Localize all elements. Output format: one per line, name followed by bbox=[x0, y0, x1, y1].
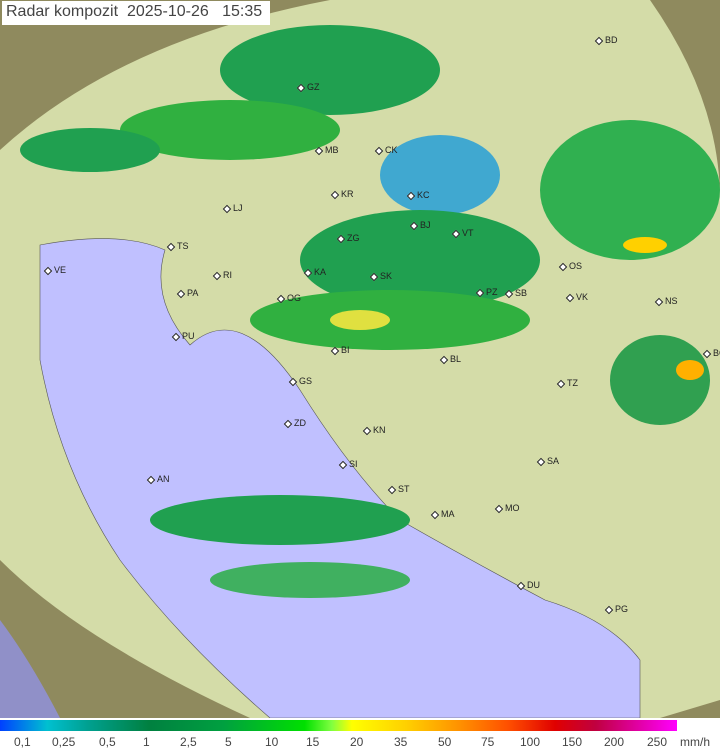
legend-tick: 150 bbox=[562, 735, 583, 749]
legend-tick: 10 bbox=[265, 735, 279, 749]
city-label-mo: MO bbox=[496, 503, 520, 513]
city-label-an: AN bbox=[148, 474, 170, 484]
city-label-bj: BJ bbox=[411, 220, 431, 230]
city-label-gz: GZ bbox=[298, 82, 320, 92]
legend-tick: 35 bbox=[394, 735, 408, 749]
city-label-lj: LJ bbox=[224, 203, 243, 213]
city-label-mb: MB bbox=[316, 145, 339, 155]
city-label-bd: BD bbox=[596, 35, 618, 45]
city-label-tz: TZ bbox=[558, 378, 578, 388]
city-label-kc: KC bbox=[408, 190, 430, 200]
city-label-bg: BG bbox=[704, 348, 720, 358]
adriatic-sea bbox=[39, 238, 641, 718]
city-label-ri: RI bbox=[214, 270, 232, 280]
city-label-st: ST bbox=[389, 484, 410, 494]
city-label-sa: SA bbox=[538, 456, 559, 466]
city-label-pu: PU bbox=[173, 331, 195, 341]
city-label-ka: KA bbox=[305, 267, 326, 277]
radar-map[interactable]: Radar kompozit 2025-10-26 15:35 BD GZ MB CK… bbox=[0, 0, 720, 718]
legend-tick: 50 bbox=[438, 735, 452, 749]
city-label-pg: PG bbox=[606, 604, 628, 614]
city-label-os: OS bbox=[560, 261, 582, 271]
city-label-bl: BL bbox=[441, 354, 461, 364]
legend-tick: 1 bbox=[143, 735, 150, 749]
legend-tick: 2,5 bbox=[180, 735, 197, 749]
legend-tick: 75 bbox=[481, 735, 495, 749]
legend-tick: 0,25 bbox=[52, 735, 76, 749]
city-label-kn: KN bbox=[364, 425, 386, 435]
city-label-sk: SK bbox=[371, 271, 392, 281]
legend-tick: 5 bbox=[225, 735, 232, 749]
city-label-si: SI bbox=[340, 459, 358, 469]
city-label-ck: CK bbox=[376, 145, 398, 155]
legend-tick: 200 bbox=[604, 735, 625, 749]
city-label-pa: PA bbox=[178, 288, 198, 298]
sea-outside bbox=[0, 580, 60, 718]
city-label-bi: BI bbox=[332, 345, 350, 355]
legend-tick: 0,1 bbox=[14, 735, 31, 749]
legend-unit: mm/h bbox=[680, 735, 710, 749]
city-label-du: DU bbox=[518, 580, 540, 590]
legend-tick: 250 bbox=[647, 735, 668, 749]
city-label-og: OG bbox=[278, 293, 301, 303]
legend-ticks: 0,1 0,25 0,5 1 2,5 5 10 15 20 35 50 75 100 150 200 250 m… bbox=[0, 735, 720, 751]
city-label-vk: VK bbox=[567, 292, 588, 302]
city-label-ve: VE bbox=[45, 265, 66, 275]
legend-tick: 15 bbox=[306, 735, 320, 749]
legend-tick: 20 bbox=[350, 735, 364, 749]
city-label-kr: KR bbox=[332, 189, 354, 199]
city-label-ns: NS bbox=[656, 296, 678, 306]
legend-color-bar bbox=[0, 720, 677, 731]
city-label-zd: ZD bbox=[285, 418, 306, 428]
city-label-vt: VT bbox=[453, 228, 474, 238]
city-label-ts: TS bbox=[168, 241, 189, 251]
city-label-zg: ZG bbox=[338, 233, 360, 243]
legend-tick: 100 bbox=[520, 735, 541, 749]
legend-tick: 0,5 bbox=[99, 735, 116, 749]
city-label-sb: SB bbox=[506, 288, 527, 298]
map-canvas bbox=[0, 0, 720, 718]
map-title: Radar kompozit 2025-10-26 15:35 bbox=[2, 1, 271, 25]
city-label-ma: MA bbox=[432, 509, 455, 519]
city-label-gs: GS bbox=[290, 376, 312, 386]
city-label-pz: PZ bbox=[477, 287, 498, 297]
